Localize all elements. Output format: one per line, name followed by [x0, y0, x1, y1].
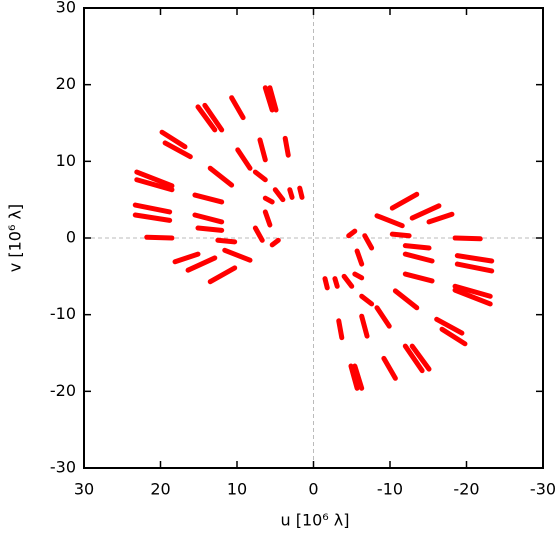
uv-track — [439, 326, 468, 347]
y-tick-label: 0 — [66, 228, 76, 247]
uv-track — [134, 169, 175, 189]
x-tick-label: 20 — [150, 480, 170, 499]
uv-track — [374, 213, 405, 229]
y-tick-label: 30 — [56, 0, 76, 17]
x-tick-label: -30 — [530, 480, 556, 499]
uv-track — [452, 235, 483, 242]
uv-track — [454, 261, 495, 274]
uv-track — [362, 233, 375, 251]
x-tick-label: 10 — [227, 480, 247, 499]
uv-track — [402, 251, 435, 264]
uv-track — [409, 203, 442, 221]
uv-track — [332, 276, 340, 289]
uv-track — [192, 212, 225, 225]
uv-track — [402, 243, 432, 251]
y-tick-label: -10 — [50, 304, 76, 323]
y-tick-label: -20 — [50, 381, 76, 400]
uv-track — [389, 191, 420, 211]
uv-track — [207, 265, 238, 285]
uv-track — [267, 85, 279, 113]
uv-track — [381, 355, 398, 381]
x-tick-label: -10 — [377, 480, 403, 499]
uv-track — [252, 225, 265, 243]
uv-track — [195, 225, 225, 233]
uv-track — [409, 343, 432, 372]
uv-track — [426, 211, 455, 225]
uv-track — [348, 363, 360, 391]
uv-track — [287, 187, 295, 200]
uv-track — [262, 195, 275, 205]
uv-track — [132, 202, 173, 215]
uv-track — [202, 102, 225, 133]
uv-track — [215, 237, 238, 245]
uv-track — [392, 288, 420, 311]
uv-track — [352, 271, 365, 281]
uv-track — [402, 343, 425, 374]
uv-track — [262, 209, 273, 228]
uv-track — [297, 185, 305, 200]
uv-track — [229, 95, 246, 121]
x-tick-label: -20 — [453, 480, 479, 499]
uv-track — [185, 255, 218, 273]
uv-track — [336, 318, 345, 341]
uv-track — [269, 237, 281, 248]
uv-track — [352, 363, 365, 391]
uv-track — [222, 247, 253, 263]
uv-track — [402, 271, 435, 284]
y-axis-label: v [10⁶ λ] — [6, 204, 25, 272]
uv-track — [252, 169, 268, 183]
uv-track — [452, 283, 493, 299]
uv-track — [354, 248, 365, 267]
uv-track — [434, 316, 465, 336]
uv-track — [389, 231, 412, 239]
uv-track — [195, 104, 218, 133]
uv-track — [144, 234, 175, 241]
uv-track — [235, 147, 253, 171]
uv-track — [452, 287, 493, 307]
x-tick-label: 0 — [308, 480, 318, 499]
y-tick-label: -30 — [50, 458, 76, 477]
uv-track — [262, 85, 275, 113]
uv-track — [172, 251, 201, 265]
uv-track — [374, 305, 392, 329]
uv-track — [359, 313, 370, 339]
uv-track — [257, 137, 268, 163]
uv-track — [322, 276, 330, 291]
uv-track — [192, 192, 225, 205]
uv-track — [341, 273, 355, 289]
uv-track — [346, 228, 358, 239]
x-tick-label: 30 — [74, 480, 94, 499]
uv-track — [134, 177, 175, 193]
x-axis-label: u [10⁶ λ] — [280, 511, 349, 530]
uv-track — [207, 165, 235, 188]
uv-track — [282, 135, 291, 158]
y-tick-label: 10 — [56, 151, 76, 170]
uv-track — [272, 187, 286, 203]
uv-track — [359, 293, 375, 307]
uv-track — [159, 129, 188, 150]
uv-track — [162, 140, 193, 160]
y-tick-label: 20 — [56, 74, 76, 93]
uv-track — [454, 253, 495, 264]
uv-track — [132, 212, 173, 223]
